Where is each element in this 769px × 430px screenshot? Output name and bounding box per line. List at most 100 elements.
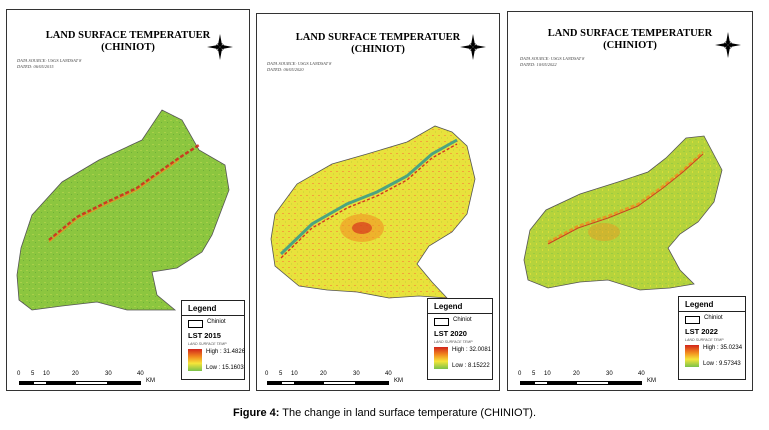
boundary-swatch	[685, 316, 700, 324]
legend-item-label: Chiniot	[704, 315, 723, 321]
scale-bar: 0 5 10 20 30 40 KM	[518, 371, 658, 385]
scale-segment	[323, 381, 356, 385]
scale-label: 5	[532, 371, 536, 377]
north-arrow-icon	[460, 34, 486, 60]
boundary-swatch	[188, 320, 203, 328]
urban-hotspot-2022	[588, 223, 620, 241]
scale-label: 0	[17, 371, 21, 377]
panel-title-line1: LAND SURFACE TEMPERATUER	[295, 32, 461, 43]
panel-title-line1: LAND SURFACE TEMPERATUER	[547, 28, 713, 39]
scale-segment	[295, 381, 323, 385]
scale-bar: 0 5 10 20 30 40 KM	[265, 371, 405, 385]
river-warm-2015	[48, 159, 180, 243]
scale-segment	[267, 381, 281, 385]
river-channel-2020	[279, 138, 458, 256]
scale-unit: KM	[394, 378, 403, 384]
scale-segment	[548, 381, 576, 385]
urban-core-2020	[352, 222, 372, 234]
map-panel-2020: LAND SURFACE TEMPERATUER (CHINIOT) DATA …	[256, 13, 500, 391]
lst-map-2020	[270, 125, 476, 299]
map-legend: Legend Chiniot LST 2022 LAND SURFACE TEM…	[678, 296, 746, 380]
scale-label: 20	[573, 371, 580, 377]
legend-high-value: High : 32.0081	[452, 347, 492, 353]
scale-label: 5	[31, 371, 35, 377]
legend-subtitle: LAND SURFACE TEMP	[434, 340, 473, 344]
lst-map-2015	[16, 109, 230, 311]
legend-divider	[428, 313, 492, 314]
scale-label: 0	[518, 371, 522, 377]
map-panel-2015: LAND SURFACE TEMPERATUER (CHINIOT) DATA …	[6, 9, 250, 391]
scale-segment	[520, 381, 534, 385]
caption-label: Figure 4:	[232, 407, 280, 419]
legend-layer-name: LST 2015	[188, 331, 221, 340]
legend-item-label: Chiniot	[207, 319, 226, 325]
legend-divider	[182, 315, 244, 316]
data-source: DATA SOURCE: USGS LANDSAT 8 DATED: 06/05…	[267, 61, 331, 73]
legend-low-value: Low : 9.57343	[703, 361, 741, 367]
scale-segment	[356, 381, 389, 385]
scale-segment	[75, 381, 108, 385]
data-date-line: DATED: 06/05/2015	[17, 64, 54, 69]
scale-label: 40	[137, 371, 144, 377]
scale-label: 20	[320, 371, 327, 377]
scale-segment	[609, 381, 642, 385]
legend-title: Legend	[685, 300, 714, 309]
district-boundary-2020	[270, 125, 476, 299]
river-hotspot-2015	[48, 143, 200, 241]
figure-caption: Figure 4: The change in land surface tem…	[0, 407, 769, 419]
panel-title-line2: (CHINIOT)	[351, 44, 405, 55]
data-date-line: DATED: 06/05/2020	[267, 67, 304, 72]
north-arrow-icon	[207, 34, 233, 60]
legend-high-value: High : 31.4826	[206, 349, 246, 355]
caption-text: The change in land surface temperature (…	[279, 407, 537, 419]
scale-label: 10	[43, 371, 50, 377]
legend-divider	[679, 311, 745, 312]
scale-label: 30	[606, 371, 613, 377]
map-panel-2022: LAND SURFACE TEMPERATUER (CHINIOT) DATA …	[507, 11, 753, 391]
scale-label: 40	[638, 371, 645, 377]
scale-label: 30	[353, 371, 360, 377]
scale-label: 0	[265, 371, 269, 377]
legend-title: Legend	[188, 304, 217, 313]
scale-label: 5	[279, 371, 283, 377]
scale-segment	[33, 381, 47, 385]
scale-segment	[281, 381, 295, 385]
panel-title: LAND SURFACE TEMPERATUER (CHINIOT)	[7, 30, 249, 54]
scale-label: 40	[385, 371, 392, 377]
legend-layer-name: LST 2022	[685, 327, 718, 336]
data-date-line: DATED: 10/05/2022	[520, 62, 557, 67]
panel-title-line1: LAND SURFACE TEMPERATUER	[45, 30, 211, 41]
data-source-line: DATA SOURCE: USGS LANDSAT 8	[267, 61, 332, 66]
legend-subtitle: LAND SURFACE TEMP	[188, 342, 227, 346]
legend-item-label: Chiniot	[453, 317, 472, 323]
panel-title: LAND SURFACE TEMPERATUER (CHINIOT)	[257, 32, 499, 56]
data-source-line: DATA SOURCE: USGS LANDSAT 8	[17, 58, 82, 63]
legend-low-value: Low : 8.15222	[452, 363, 490, 369]
scale-segment	[19, 381, 33, 385]
data-source: DATA SOURCE: USGS LANDSAT 8 DATED: 10/05…	[520, 56, 584, 68]
scale-label: 10	[544, 371, 551, 377]
north-arrow-icon	[715, 32, 741, 58]
map-legend: Legend Chiniot LST 2015 LAND SURFACE TEM…	[181, 300, 245, 380]
lst-map-2022	[523, 135, 723, 291]
scale-label: 30	[105, 371, 112, 377]
river-hotspot-2022	[547, 153, 704, 245]
panel-title-line2: (CHINIOT)	[603, 40, 657, 51]
color-ramp	[434, 347, 448, 369]
color-ramp	[188, 349, 202, 371]
scale-segment	[47, 381, 75, 385]
panel-title: LAND SURFACE TEMPERATUER (CHINIOT)	[508, 28, 752, 52]
scale-label: 10	[291, 371, 298, 377]
river-hotspot-2020	[280, 143, 458, 259]
data-source-line: DATA SOURCE: USGS LANDSAT 8	[520, 56, 585, 61]
boundary-swatch	[434, 318, 449, 326]
scale-unit: KM	[146, 378, 155, 384]
legend-subtitle: LAND SURFACE TEMP	[685, 338, 724, 342]
scale-bar: 0 5 10 20 30 40 KM	[17, 371, 157, 385]
district-boundary-2015	[16, 109, 230, 311]
scale-segment	[108, 381, 141, 385]
scale-segment	[534, 381, 548, 385]
legend-low-value: Low : 15.1603	[206, 365, 244, 371]
legend-title: Legend	[434, 302, 463, 311]
scale-label: 20	[72, 371, 79, 377]
